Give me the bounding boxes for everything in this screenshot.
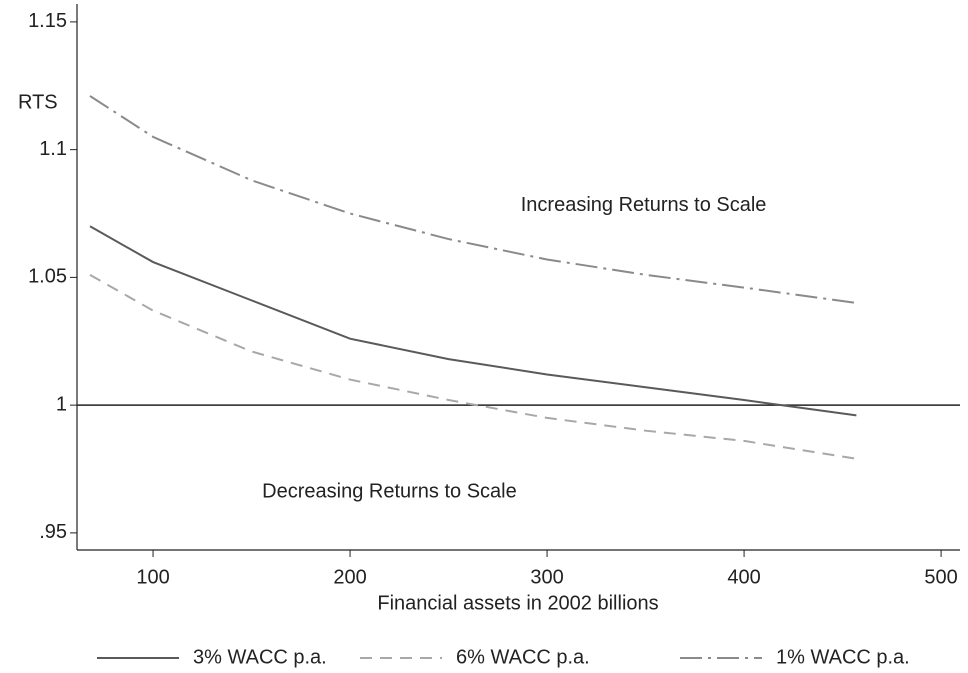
series-line [89, 273, 857, 460]
y-tick-label: .95 [39, 521, 67, 543]
x-tick-label: 500 [924, 566, 957, 588]
annotation: Decreasing Returns to Scale [262, 480, 517, 502]
series-line [89, 225, 857, 417]
x-tick-label: 400 [727, 566, 760, 588]
series-line [89, 95, 857, 304]
annotation: Increasing Returns to Scale [521, 194, 767, 216]
y-tick-label: 1.1 [39, 138, 67, 160]
legend-label: 3% WACC p.a. [193, 646, 327, 668]
x-tick-label: 100 [136, 566, 169, 588]
y-tick-label: 1.05 [28, 266, 67, 288]
x-tick-label: 300 [530, 566, 563, 588]
legend-label: 6% WACC p.a. [456, 646, 590, 668]
x-tick-label: 200 [333, 566, 366, 588]
x-axis-label: Financial assets in 2002 billions [377, 592, 658, 614]
y-tick-label: 1.15 [28, 10, 67, 32]
y-axis-label: RTS [18, 91, 58, 113]
y-tick-label: 1 [56, 393, 67, 415]
legend-label: 1% WACC p.a. [776, 646, 910, 668]
